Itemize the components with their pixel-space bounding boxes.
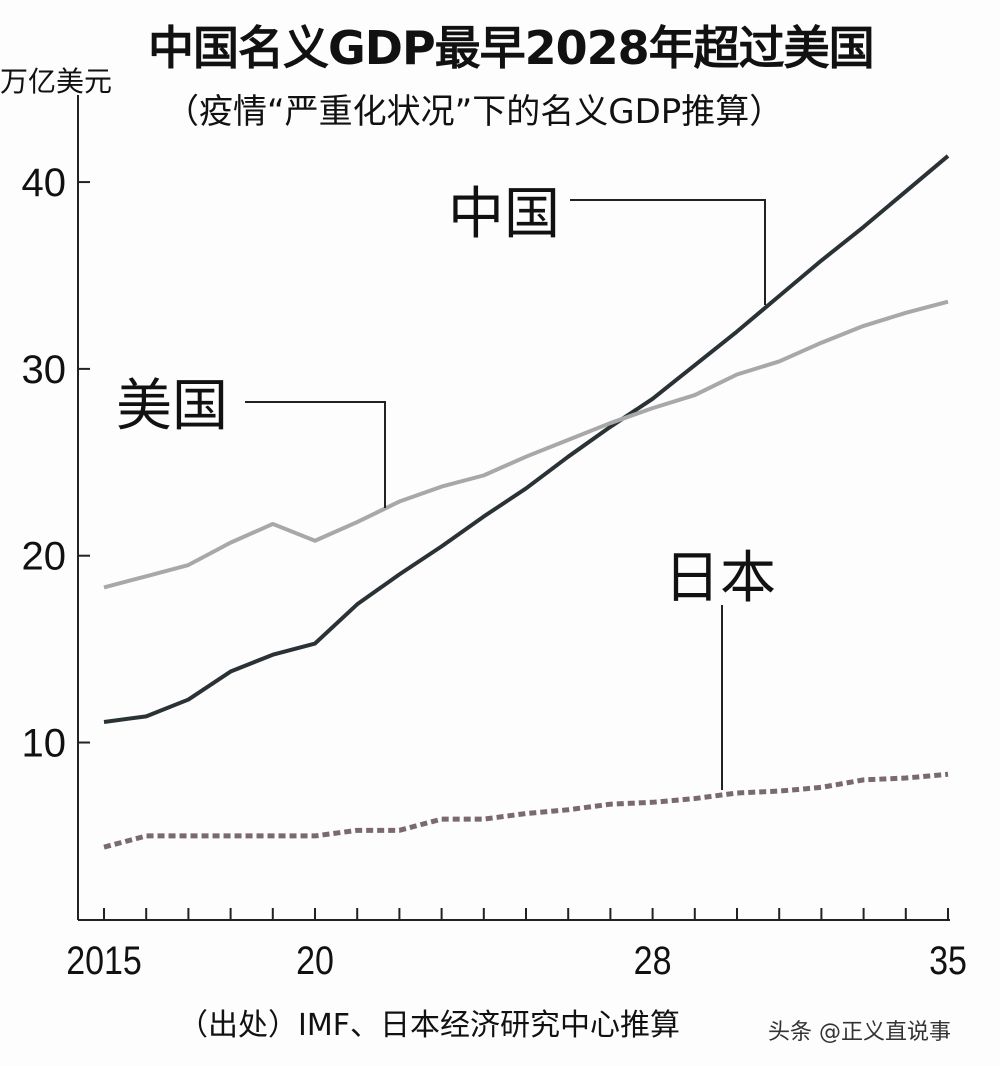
leader-line (245, 401, 386, 508)
y-tick-label: 10 (22, 722, 67, 766)
source-note: （出处）IMF、日本经济研究中心推算 (178, 1008, 680, 1043)
y-tick-label: 40 (22, 161, 67, 205)
x-tick-label: 35 (929, 937, 967, 982)
series-label: 中国 (448, 182, 560, 247)
x-tick-label: 28 (634, 937, 672, 982)
x-tick-label: 2015 (66, 937, 142, 982)
series-line-日本 (103, 771, 949, 850)
series-label: 美国 (116, 374, 228, 439)
x-tick-label: 20 (296, 937, 334, 982)
watermark: 头条 @正义直说事 (768, 1020, 951, 1045)
series-label: 日本 (664, 546, 776, 611)
y-tick-label: 20 (22, 535, 67, 579)
leader-line (570, 199, 766, 305)
series-line-中国 (103, 154, 950, 724)
y-axis-label: 万亿美元 (0, 65, 113, 98)
y-tick-label: 30 (22, 348, 67, 392)
chart-title: 中国名义GDP最早2028年超过美国 (148, 21, 875, 75)
series-line-美国 (103, 299, 949, 590)
chart-subtitle: （疫情“严重化状况”下的名义GDP推算） (165, 92, 784, 132)
